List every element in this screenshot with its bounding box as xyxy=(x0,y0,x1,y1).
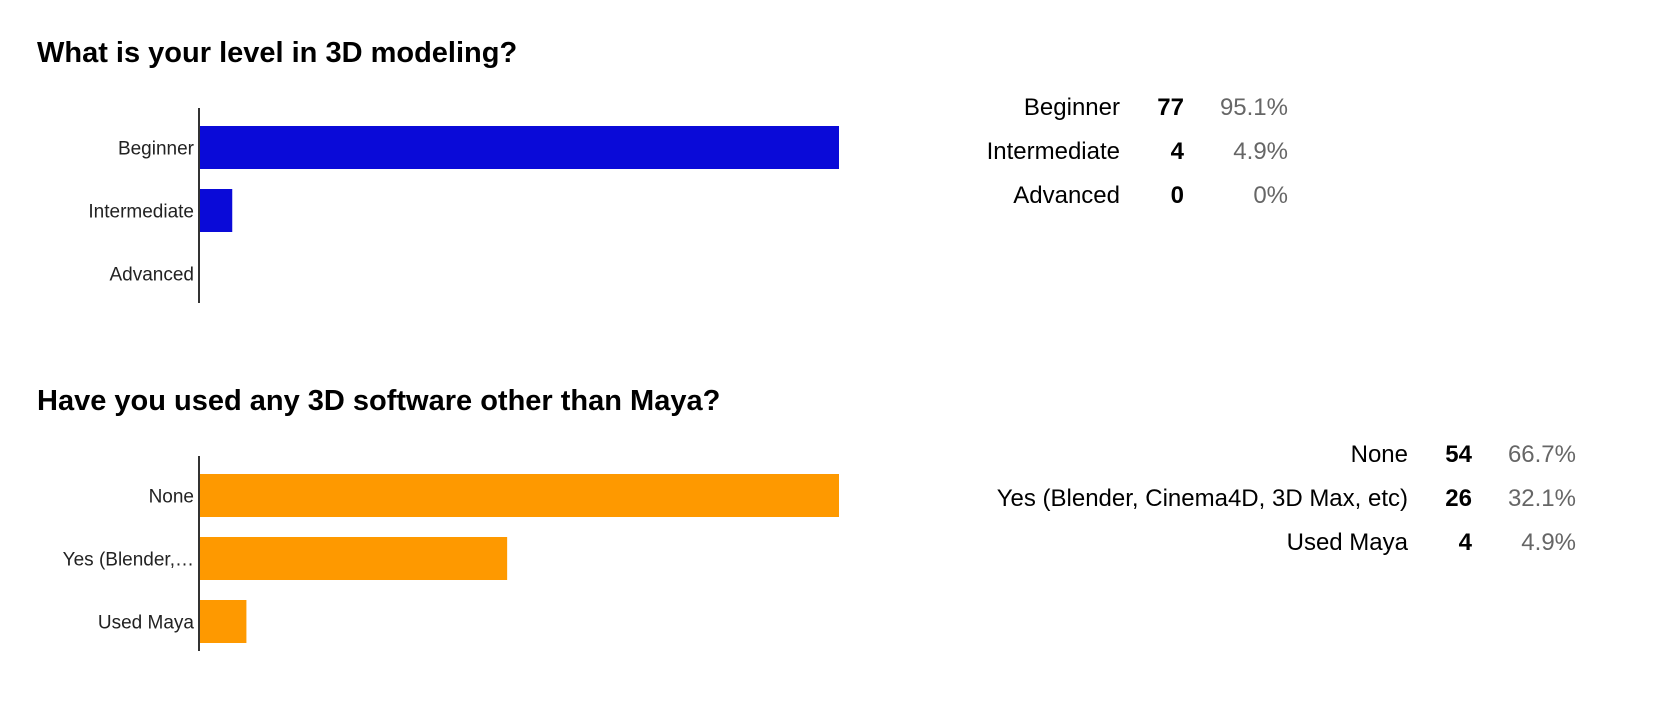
category-tick-label: Advanced xyxy=(109,265,194,286)
category-tick-label: Beginner xyxy=(118,139,195,160)
summary-percent: 95.1% xyxy=(1219,94,1288,121)
summary-row: Used Maya 4 4.9% xyxy=(955,521,1576,565)
summary-label: Used Maya xyxy=(1286,529,1408,556)
category-tick-label: None xyxy=(149,487,194,508)
summary-percent: 66.7% xyxy=(1507,441,1576,468)
summary-label: Intermediate xyxy=(986,138,1120,165)
summary-label: None xyxy=(1350,441,1408,468)
question-2-summary-table: None 54 66.7% Yes (Blender, Cinema4D, 3D… xyxy=(955,433,1576,565)
summary-row: None 54 66.7% xyxy=(955,433,1576,477)
question-2-bar-chart: None Yes (Blender,… Used Maya xyxy=(63,456,839,651)
summary-count: 54 xyxy=(1445,441,1472,468)
summary-count: 77 xyxy=(1157,94,1184,121)
bar xyxy=(199,474,839,517)
summary-row: Intermediate 4 4.9% xyxy=(955,130,1288,174)
summary-percent: 4.9% xyxy=(1521,529,1576,556)
bar xyxy=(199,126,839,169)
category-tick-label: Used Maya xyxy=(98,613,195,634)
summary-row: Advanced 0 0% xyxy=(955,174,1288,218)
summary-count: 0 xyxy=(1170,182,1184,209)
summary-count: 4 xyxy=(1458,529,1472,556)
category-tick-label: Yes (Blender,… xyxy=(63,550,194,571)
summary-label: Beginner xyxy=(1023,94,1120,121)
bar xyxy=(199,600,247,643)
summary-label: Advanced xyxy=(1013,182,1120,209)
summary-percent: 4.9% xyxy=(1233,138,1288,165)
summary-count: 26 xyxy=(1445,485,1472,512)
summary-count: 4 xyxy=(1170,138,1184,165)
bar xyxy=(199,189,233,232)
question-1-bar-chart: Beginner Intermediate Advanced xyxy=(88,108,839,303)
summary-row: Beginner 77 95.1% xyxy=(955,86,1288,130)
summary-percent: 32.1% xyxy=(1507,485,1576,512)
summary-row: Yes (Blender, Cinema4D, 3D Max, etc) 26 … xyxy=(955,477,1576,521)
question-2-title: Have you used any 3D software other than… xyxy=(37,385,721,417)
summary-percent: 0% xyxy=(1253,182,1288,209)
question-1-title: What is your level in 3D modeling? xyxy=(37,37,518,69)
summary-label: Yes (Blender, Cinema4D, 3D Max, etc) xyxy=(996,485,1408,512)
bar xyxy=(199,537,508,580)
question-1-summary-table: Beginner 77 95.1% Intermediate 4 4.9% Ad… xyxy=(955,86,1288,218)
category-tick-label: Intermediate xyxy=(88,202,194,223)
